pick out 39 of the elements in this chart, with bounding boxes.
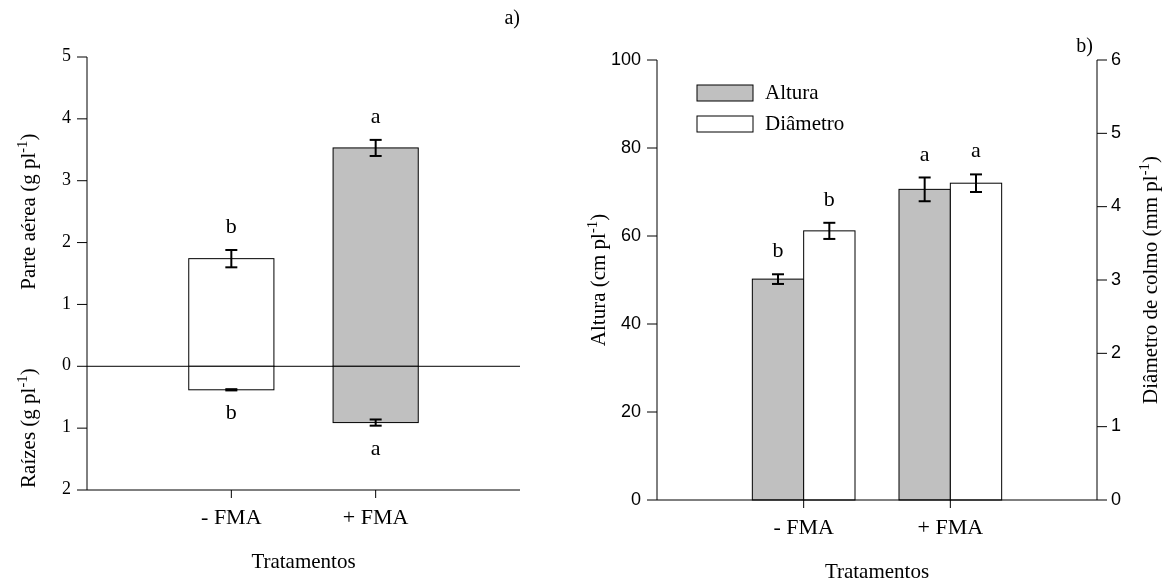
annotation: b xyxy=(225,399,237,425)
y-tick-label: 1 xyxy=(62,416,71,437)
y-tick-label: 80 xyxy=(620,136,641,157)
x-tick-label: - FMA xyxy=(201,504,262,529)
y2-tick-label: 0 xyxy=(1111,488,1122,509)
legend-label: Altura xyxy=(765,79,820,104)
x-tick-label: - FMA xyxy=(773,514,835,539)
y-tick-label: 0 xyxy=(62,354,71,375)
y2-tick-label: 1 xyxy=(1111,415,1122,436)
y2-tick-label: 2 xyxy=(1111,342,1122,363)
y-tick-label: 5 xyxy=(62,45,71,66)
y-tick-label: 3 xyxy=(62,168,71,189)
y-tick-label: 2 xyxy=(62,230,71,251)
x-axis-title: Tratamentos xyxy=(824,559,930,581)
x-tick-label: + FMA xyxy=(917,514,984,539)
annotation: b xyxy=(225,213,237,239)
y-tick-label: 0 xyxy=(630,488,641,509)
x-tick-label: + FMA xyxy=(342,504,409,529)
annotation: a xyxy=(971,137,982,163)
annotation: b xyxy=(823,185,835,211)
y-tick-label: 4 xyxy=(62,106,71,127)
annotation: b xyxy=(772,237,784,263)
y-tick-label: 100 xyxy=(610,48,641,69)
y2-tick-label: 5 xyxy=(1111,122,1122,143)
y-tick-label: 1 xyxy=(62,292,71,313)
legend-label: Diâmetro xyxy=(765,110,845,135)
annotation: a xyxy=(370,102,381,128)
y2-tick-label: 4 xyxy=(1111,195,1122,216)
y-tick-label: 60 xyxy=(620,224,641,245)
chart-title: b) xyxy=(1076,34,1093,57)
annotation: a xyxy=(919,140,930,166)
chart-title: a) xyxy=(504,6,520,29)
y-tick-label: 40 xyxy=(620,312,641,333)
y2-tick-label: 6 xyxy=(1111,48,1122,69)
y-tick-label: 20 xyxy=(620,400,641,421)
annotation: a xyxy=(370,434,381,460)
y2-tick-label: 3 xyxy=(1111,268,1122,289)
y-tick-label: 2 xyxy=(62,478,71,499)
x-axis-title: Tratamentos xyxy=(251,549,356,573)
